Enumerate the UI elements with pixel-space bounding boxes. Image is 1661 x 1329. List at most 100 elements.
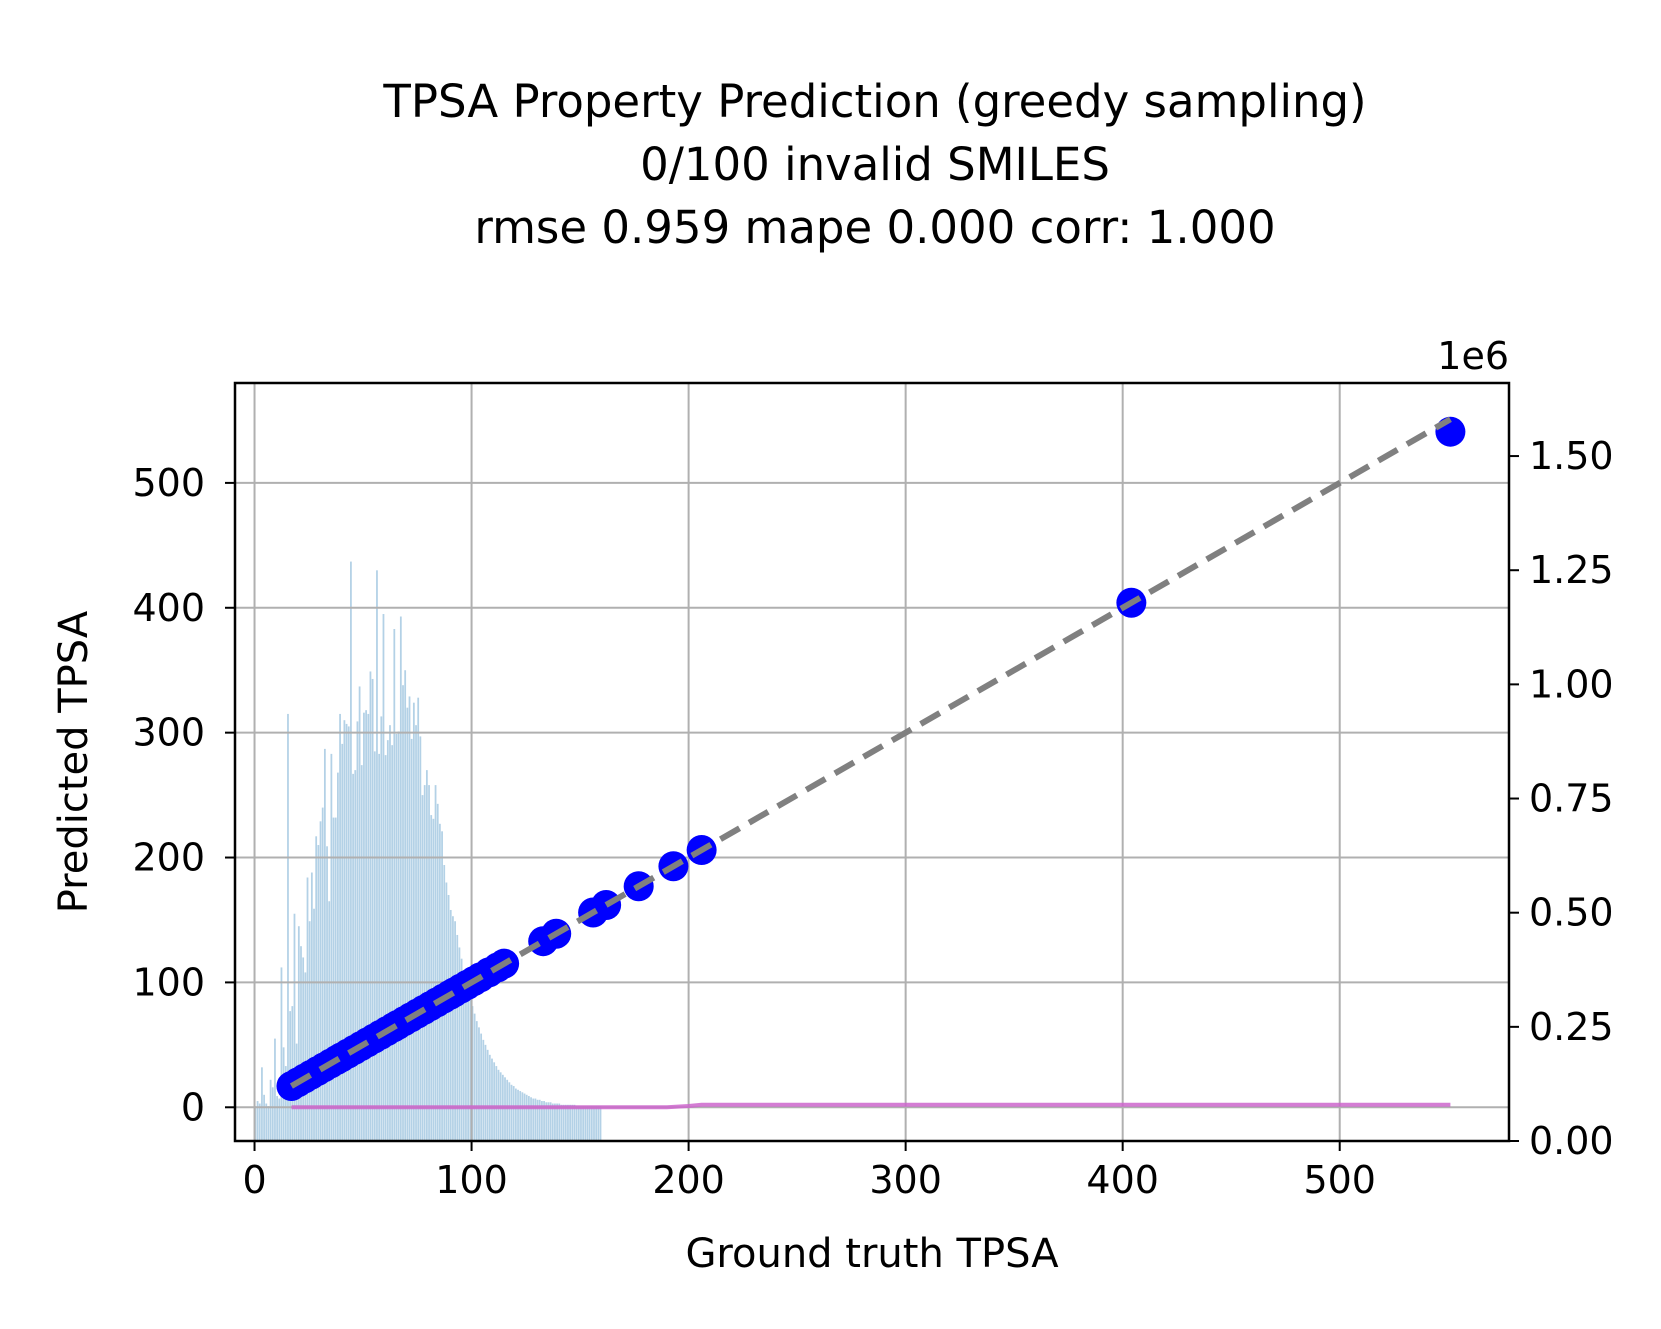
histogram-bar [365,710,367,1141]
histogram-bar [339,714,341,1141]
histogram-bar [411,739,413,1141]
y-axis-label: Predicted TPSA [51,610,97,913]
histogram-bar [370,671,372,1141]
y-tick-label: 100 [132,960,205,1004]
histogram-bar [491,1059,493,1141]
histogram-bar [417,698,419,1141]
histogram-bar [535,1099,537,1141]
histogram-bar [400,617,402,1141]
histogram-bar [476,1021,478,1141]
histogram-bar [354,770,356,1141]
histogram-bar [372,679,374,1141]
secondary-y-tick-label: 0.75 [1529,777,1614,821]
histogram-bar [341,744,343,1141]
histogram-bar [274,1039,276,1141]
histogram-bar [278,1099,280,1141]
x-tick-label: 300 [869,1158,942,1202]
histogram-bar [489,1055,491,1141]
histogram-bar [515,1089,517,1141]
secondary-y-tick-label: 1.50 [1529,434,1614,478]
histogram-bar [511,1085,513,1141]
histogram-bar [311,873,313,1141]
histogram-bar [508,1082,510,1141]
x-tick-label: 400 [1086,1158,1159,1202]
histogram-bar [580,1106,582,1141]
histogram-bar [378,754,380,1141]
y-tick-label: 500 [132,461,205,505]
histogram-bar [569,1105,571,1141]
histogram-bar [467,989,469,1141]
histogram-bar [419,736,421,1141]
histogram-bar [435,785,437,1141]
histogram-bar [346,724,348,1141]
histogram-bar [413,703,415,1141]
histogram-bar [519,1091,521,1141]
chart-title-line-1: TPSA Property Prediction (greedy samplin… [382,75,1366,128]
histogram-bar [433,819,435,1141]
histogram-bar [402,685,404,1141]
histogram-bar [593,1106,595,1141]
histogram-bar [480,1034,482,1141]
histogram-bar [265,1104,267,1141]
secondary-y-tick-label: 1.25 [1529,548,1614,592]
histogram-bar [328,901,330,1141]
histogram-bar [456,935,458,1141]
histogram-bar [424,785,426,1141]
histogram-bar [574,1105,576,1141]
histogram-bar [376,570,378,1141]
histogram-bar [589,1106,591,1141]
histogram-bar [578,1106,580,1141]
histogram-bar [528,1096,530,1141]
histogram-bar [576,1106,578,1141]
histogram-bar [482,1040,484,1141]
histogram-bar [526,1095,528,1141]
histogram-bar [383,614,385,1141]
histogram-bar [396,734,398,1141]
histogram-bar [300,946,302,1141]
histogram-bar [465,980,467,1141]
histogram-bar [404,670,406,1141]
secondary-y-tick-label: 0.00 [1529,1119,1614,1163]
histogram-bar [426,770,428,1141]
histogram-bar [326,846,328,1141]
histogram-bar [259,1104,261,1141]
histogram-bar [393,629,395,1141]
y-tick-label: 0 [181,1085,205,1129]
histogram-bar [344,720,346,1141]
histogram-bar [437,804,439,1141]
histogram-bar [415,725,417,1141]
histogram-bar [530,1097,532,1141]
x-tick-label: 200 [652,1158,725,1202]
histogram-bar [478,1027,480,1141]
histogram-bar [307,878,309,1141]
x-tick-label: 0 [242,1158,266,1202]
histogram-bar [532,1099,534,1141]
histogram-bar [357,721,359,1141]
histogram-bar [276,1096,278,1141]
histogram-bar [448,895,450,1141]
histogram-bar [304,972,306,1141]
histogram-bar [600,1106,602,1141]
histogram-bar [315,836,317,1141]
histogram-bar [398,731,400,1141]
x-tick-label: 100 [435,1158,508,1202]
histogram-bar [337,773,339,1141]
histogram-bar [363,713,365,1141]
histogram-bar [428,785,430,1141]
histogram-bar [374,751,376,1141]
histogram-bar [385,755,387,1141]
x-tick-label: 500 [1303,1158,1376,1202]
x-axis-label: Ground truth TPSA [685,1231,1059,1277]
histogram-bar [595,1106,597,1141]
histogram-bar [584,1106,586,1141]
histogram-bar [348,726,350,1141]
histogram-bar [317,845,319,1141]
histogram-bar [330,754,332,1141]
histogram-bar [352,774,354,1141]
histogram-bar [524,1094,526,1141]
histogram-bar [567,1105,569,1141]
histogram-bar [430,815,432,1141]
histogram-bar [485,1045,487,1141]
histogram-bar [474,1014,476,1141]
